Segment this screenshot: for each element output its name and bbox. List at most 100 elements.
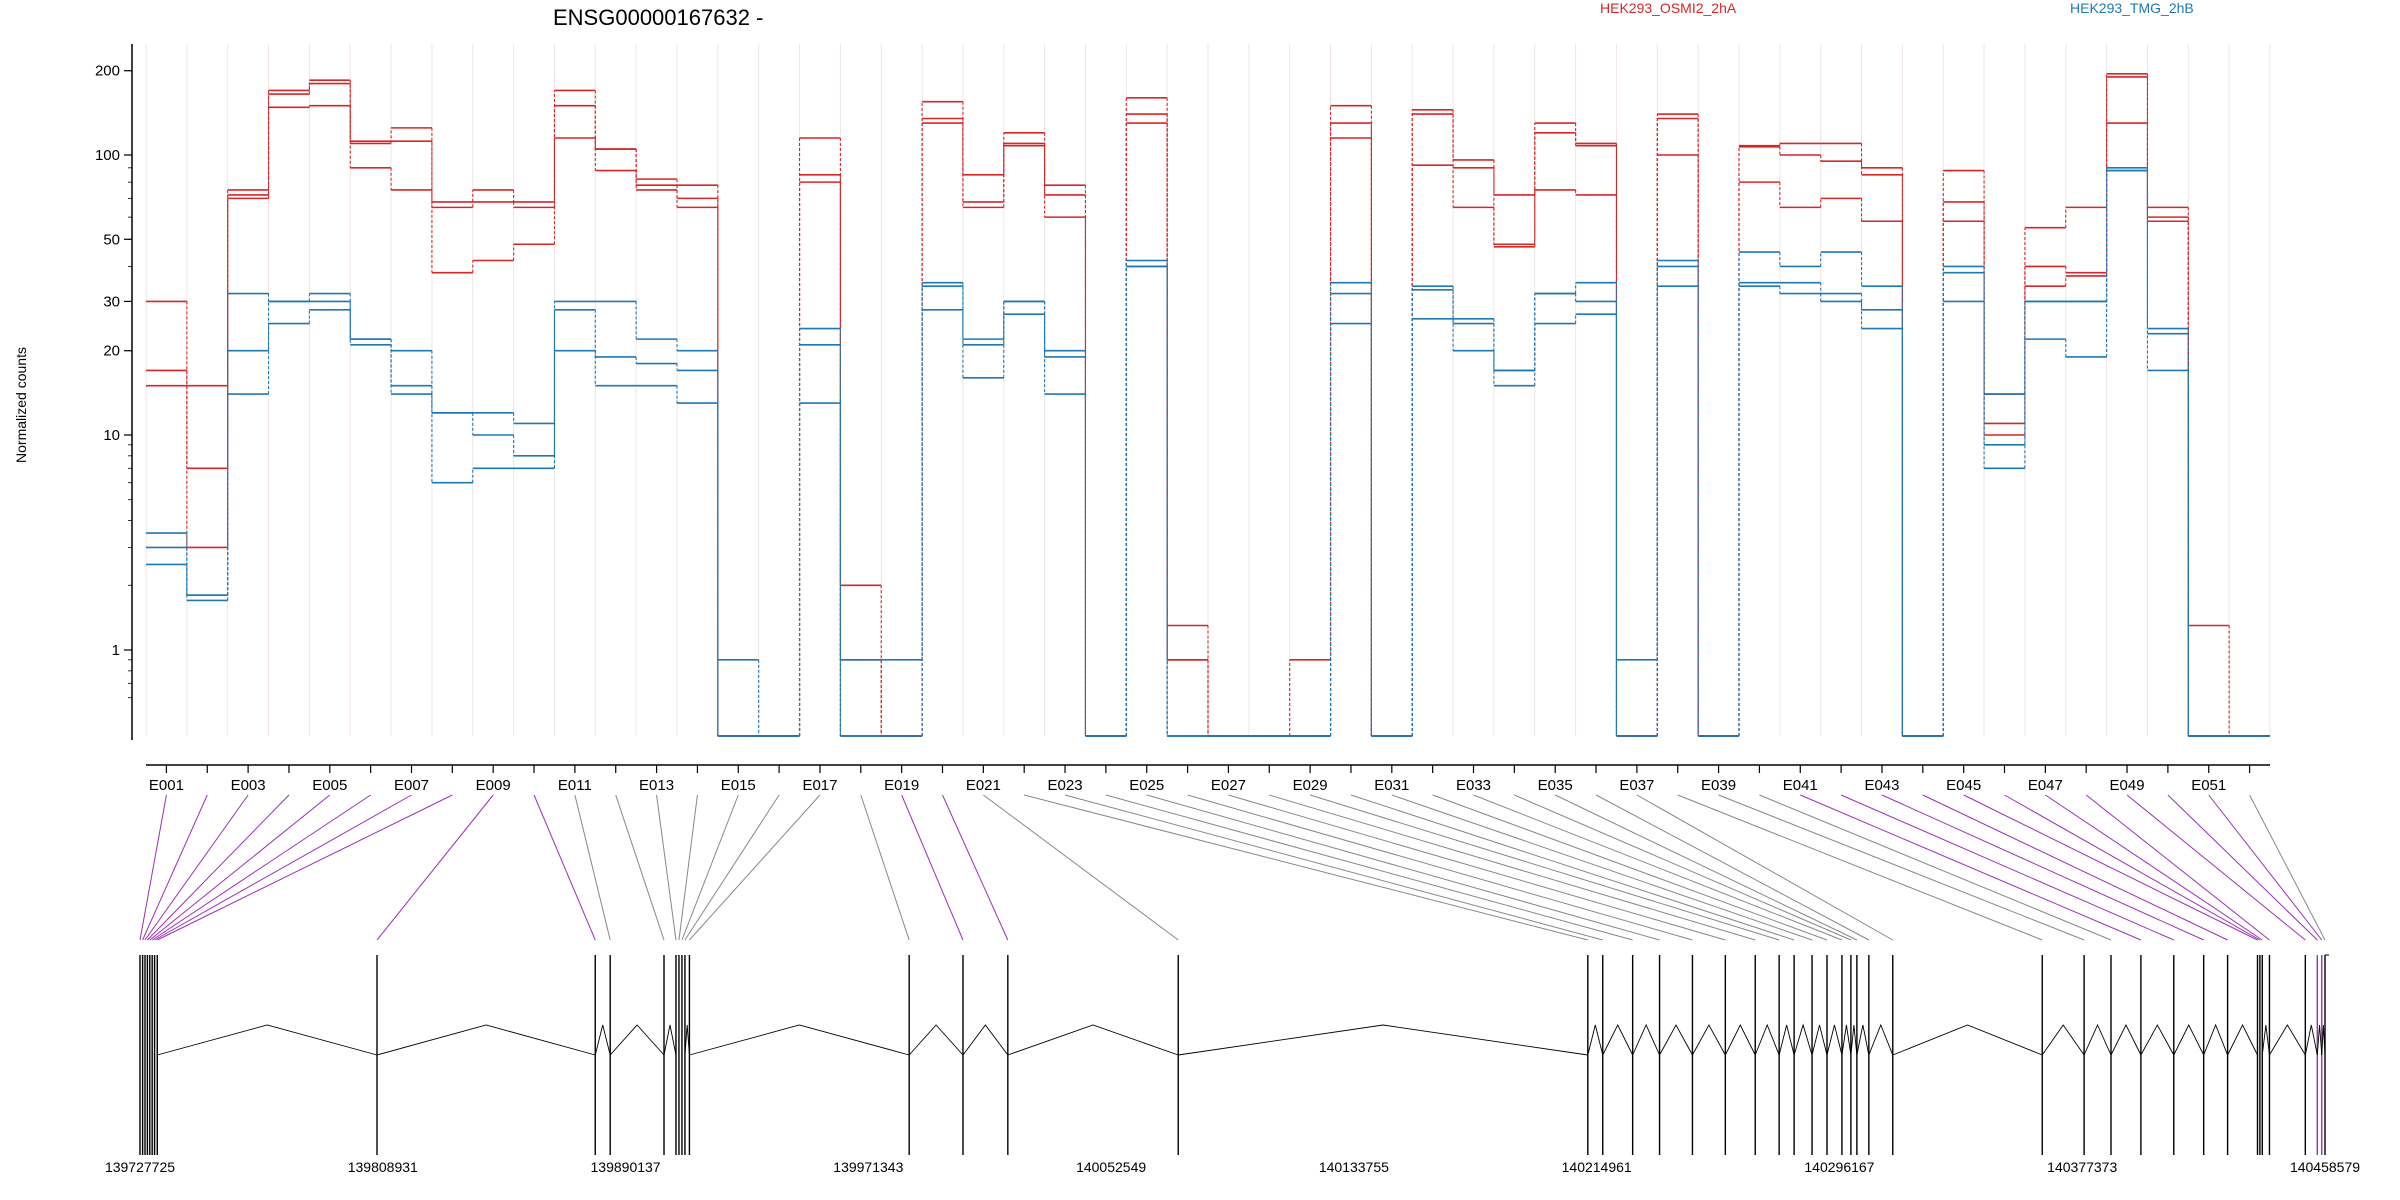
exon-connector — [1269, 794, 1756, 941]
intron-line — [2261, 1024, 2270, 1056]
intron-line — [609, 1024, 665, 1056]
intron-line — [1778, 1024, 1795, 1056]
x-tick-label: E047 — [2028, 777, 2063, 794]
intron-line — [1692, 1024, 1726, 1056]
exon-connector — [1391, 794, 1813, 941]
exon-connector — [1718, 794, 2085, 941]
exon-connector — [983, 794, 1179, 941]
intron-line — [1841, 1024, 1852, 1056]
genomic-tick-label: 139727725 — [105, 1159, 175, 1175]
y-axis-label: Normalized counts — [13, 347, 29, 463]
genomic-tick-label: 140214961 — [1562, 1159, 1632, 1175]
intron-line — [1724, 1023, 1756, 1056]
x-tick-label: E037 — [1619, 777, 1654, 794]
x-tick-label: E013 — [639, 777, 674, 794]
x-tick-label: E015 — [721, 777, 756, 794]
exon-connector — [157, 794, 453, 941]
genomic-tick-label: 140377373 — [2047, 1159, 2117, 1175]
intron-line — [2203, 1023, 2229, 1056]
y-tick-label: 50 — [103, 231, 120, 248]
intron-line — [376, 1024, 596, 1056]
intron-line — [2041, 1024, 2085, 1056]
exon-connector — [615, 794, 665, 941]
genomic-tick-label: 140133755 — [1319, 1159, 1389, 1175]
y-tick-label: 10 — [103, 427, 120, 444]
genomic-axis: 139727725 139808931 139890137 139971343 1400… — [105, 1159, 2360, 1175]
exon-connector — [1228, 794, 1726, 941]
exon-connector — [1187, 794, 1693, 941]
exon-connector — [2249, 794, 2326, 941]
exon-connector — [684, 794, 780, 941]
x-tick-label: E039 — [1701, 777, 1736, 794]
x-tick-label: E009 — [476, 777, 511, 794]
intron-line — [1868, 1023, 1894, 1056]
exon-connector — [2085, 794, 2270, 941]
exon-connector — [1881, 794, 2204, 941]
intron-line — [2173, 1023, 2205, 1056]
exon-connector — [2208, 794, 2323, 941]
intron-line — [1826, 1024, 1843, 1056]
x-tick-label: E011 — [558, 777, 592, 794]
legend-label-tmg: HEK293_TMG_2hB — [2070, 0, 2194, 16]
intron-line — [594, 1024, 611, 1056]
exon-connector — [151, 794, 371, 941]
exon-connector — [681, 794, 739, 941]
x-tick-label: E043 — [1864, 777, 1899, 794]
intron-line — [1178, 1024, 1588, 1056]
exon-connector — [1963, 794, 2258, 941]
exon-connector — [376, 794, 494, 941]
intron-line — [2227, 1023, 2258, 1056]
x-tick-label: E021 — [966, 777, 1001, 794]
exon-connector — [656, 794, 677, 941]
intron-line — [1632, 1023, 1660, 1056]
intron-line — [1587, 1024, 1604, 1056]
genomic-tick-label: 140052549 — [1076, 1159, 1146, 1175]
y-tick-label: 100 — [95, 147, 120, 164]
exon-connector — [149, 794, 331, 941]
chart-title: ENSG00000167632 - — [553, 5, 763, 30]
x-tick-label: E005 — [312, 777, 347, 794]
exon-connector — [142, 794, 208, 941]
x-tick-label: E019 — [884, 777, 919, 794]
genomic-tick-label: 140458579 — [2290, 1159, 2360, 1175]
x-tick-label: E049 — [2110, 777, 2145, 794]
exon-connector — [154, 794, 412, 941]
x-tick-label: E023 — [1048, 777, 1083, 794]
genomic-tick-label: 139808931 — [348, 1159, 418, 1175]
y-tick-label: 200 — [95, 63, 120, 80]
exon-connector — [1514, 794, 1852, 941]
y-axis: 1 10 20 30 50 100 200 — [95, 44, 133, 740]
exon-connector — [1105, 794, 1633, 941]
intron-line — [2110, 1023, 2142, 1056]
x-tick-label: E027 — [1211, 777, 1246, 794]
intron-line — [1659, 1024, 1693, 1056]
exon-connector — [689, 794, 821, 941]
exon-connector — [1554, 794, 1858, 941]
genomic-tick-label: 139971343 — [833, 1159, 903, 1175]
intron-line — [2304, 1024, 2318, 1056]
y-tick-label: 30 — [103, 293, 120, 310]
exon-connector — [147, 794, 290, 941]
x-tick-label: E003 — [231, 777, 266, 794]
expression-series — [146, 72, 2270, 737]
exon-connector — [2004, 794, 2261, 941]
x-tick-label: E017 — [802, 777, 837, 794]
exon-connector — [678, 794, 698, 941]
exon-connector — [144, 794, 249, 941]
exon-connector — [1759, 794, 2112, 941]
intron-line — [2140, 1024, 2175, 1056]
exon-connector — [139, 794, 167, 941]
exon-connector — [1840, 794, 2174, 941]
intron-line — [1007, 1024, 1179, 1056]
intron-line — [1602, 1023, 1634, 1056]
x-tick-label: E031 — [1374, 777, 1409, 794]
x-tick-label: E051 — [2191, 777, 2226, 794]
x-tick-label: E001 — [149, 777, 184, 794]
exon-connector — [1800, 794, 2142, 941]
legend-label-osmi2: HEK293_OSMI2_2hA — [1600, 0, 1737, 16]
intron-line — [908, 1024, 964, 1056]
intron-line — [2321, 1024, 2326, 1056]
y-tick-label: 20 — [103, 343, 120, 360]
intron-line — [1850, 1024, 1858, 1056]
